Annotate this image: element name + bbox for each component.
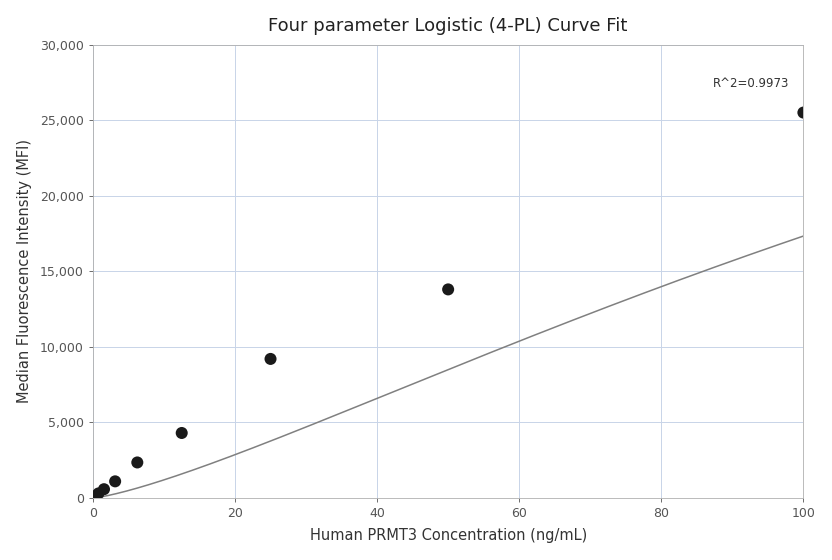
Point bbox=[264, 354, 277, 363]
Point bbox=[108, 477, 121, 486]
Point bbox=[92, 489, 105, 498]
Point bbox=[797, 108, 810, 117]
Point bbox=[442, 285, 455, 294]
X-axis label: Human PRMT3 Concentration (ng/mL): Human PRMT3 Concentration (ng/mL) bbox=[310, 528, 587, 543]
Point bbox=[131, 458, 144, 467]
Point bbox=[97, 485, 111, 494]
Text: R^2=0.9973: R^2=0.9973 bbox=[713, 77, 790, 90]
Title: Four parameter Logistic (4-PL) Curve Fit: Four parameter Logistic (4-PL) Curve Fit bbox=[269, 17, 628, 35]
Y-axis label: Median Fluorescence Intensity (MFI): Median Fluorescence Intensity (MFI) bbox=[17, 139, 32, 403]
Point bbox=[175, 428, 188, 437]
Point bbox=[89, 492, 102, 501]
